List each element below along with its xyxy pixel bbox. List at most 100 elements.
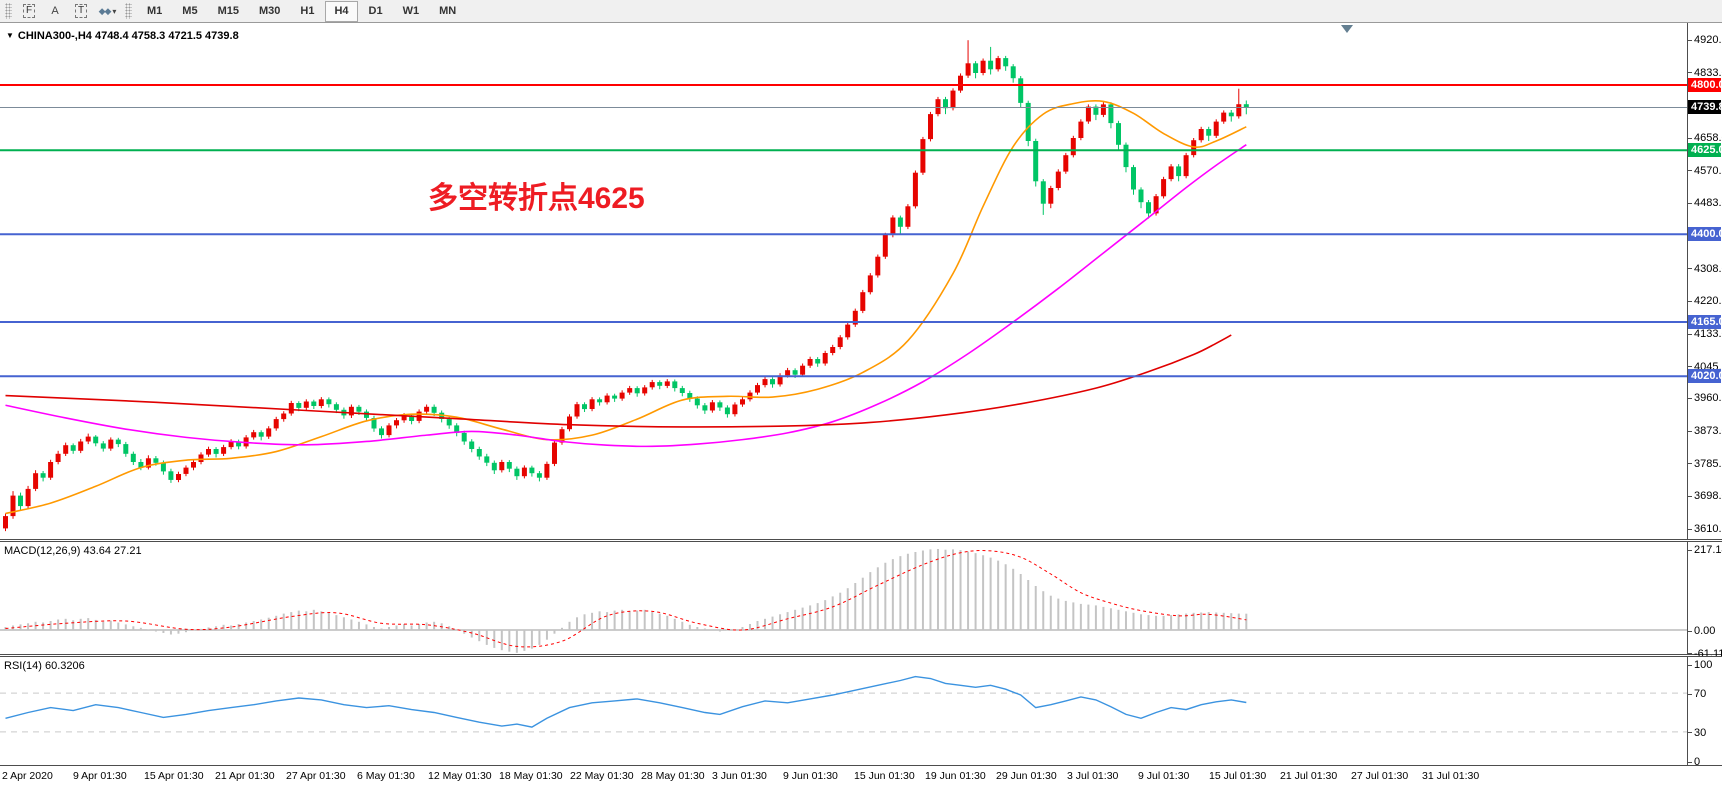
candle [912,172,918,207]
candle [386,425,392,436]
price-tick: 4220.5 [1691,295,1722,307]
rsi-plot[interactable]: RSI(14) 60.3206 [0,657,1688,765]
arrow-objects-icon[interactable]: ◆◆ ▾ [98,5,117,16]
macd-plot[interactable]: MACD(12,26,9) 43.64 27.21 [0,542,1688,654]
candle [476,449,482,457]
timeframe-button-m1[interactable]: M1 [147,5,163,17]
candle [401,415,407,421]
date-label: 31 Jul 01:30 [1422,770,1480,782]
candle [943,99,948,109]
candle [928,114,933,140]
candle [980,60,986,73]
candle [1003,58,1009,67]
candle [123,444,129,454]
price-badge-4625.0: 4625.0 [1688,143,1722,158]
candle [394,420,399,426]
candle [1040,181,1046,204]
candle [867,275,873,293]
candle [424,406,430,412]
ma-slow [5,334,1232,428]
candle [1070,138,1076,156]
timeframe-button-m5[interactable]: M5 [182,5,198,17]
date-label: 12 May 01:30 [428,770,492,782]
candle [431,406,437,413]
candle [552,442,557,464]
timeframe-button-m15[interactable]: M15 [217,5,239,17]
candle [281,413,287,420]
text-tool-icon[interactable]: T [69,1,93,22]
candle [491,462,497,471]
candle [897,217,903,227]
candle [604,395,610,403]
candle [446,419,452,426]
candle [356,406,362,412]
timeframe-button-d1[interactable]: D1 [368,5,383,17]
date-label: 22 May 01:30 [570,770,634,782]
candle [333,404,339,410]
date-label: 21 Apr 01:30 [215,770,275,782]
timeframe-button-w1[interactable]: W1 [402,5,420,17]
candle [988,60,994,70]
chevron-down-icon: ▾ [112,6,116,16]
macd-axis[interactable]: 217.140.00-61.11 [1688,542,1722,660]
rsi-axis[interactable]: 100 70 30 0 [1688,657,1721,768]
price-tick: 4483.0 [1691,197,1722,209]
symbol-dropdown-icon[interactable]: ▼ [6,31,14,40]
candle [800,365,806,375]
candle [213,449,219,454]
time-axis[interactable]: 2 Apr 2020 9 Apr 01:30 15 Apr 01:30 21 Apr … [0,766,1722,788]
candle [198,454,204,462]
date-label: 3 Jul 01:30 [1067,770,1119,782]
candle [1198,129,1204,141]
price-tick: 3873.0 [1691,425,1722,437]
candle [529,467,535,474]
main-chart-panel: ▼ CHINA300-,H4 4748.4 4758.3 4721.5 4739.… [0,23,1722,540]
candle [93,436,99,444]
candle [950,90,956,109]
candle [1123,144,1129,168]
candle [10,495,16,517]
timeframe-button-h1[interactable]: H1 [300,5,315,17]
candle [1116,123,1121,145]
date-label: 9 Jun 01:30 [783,770,838,782]
timeframe-button-mn[interactable]: MN [439,5,457,17]
candle [1138,189,1144,203]
macd-tick: 0.00 [1691,625,1715,637]
candle [1221,112,1227,122]
candle [206,449,211,455]
date-label: 18 May 01:30 [499,770,563,782]
price-tick: 4833.0 [1691,67,1722,79]
candle [236,441,242,447]
price-chart-plot[interactable]: ▼ CHINA300-,H4 4748.4 4758.3 4721.5 4739.… [0,23,1688,539]
candle [191,462,196,468]
candle [296,403,302,408]
candle [822,353,828,364]
fibonacci-icon[interactable]: F [17,1,41,22]
candle [138,462,144,468]
candle [536,473,542,478]
price-badge-4165.0: 4165.0 [1688,315,1722,330]
candle [709,402,715,411]
candle [1093,106,1099,115]
price-tick: 3960.5 [1691,392,1722,404]
timeframe-button-m30[interactable]: M30 [258,5,281,17]
candle [1243,104,1249,108]
candle [1153,196,1159,214]
candle [251,432,257,438]
toolbar-separator [125,3,132,19]
candle [1048,188,1054,204]
price-axis[interactable]: 4920.5 4833.0 4658.0 4570.5 4483.0 4308.0 4220… [1688,23,1722,539]
candle [153,458,159,463]
toolbar-grip[interactable] [5,3,12,19]
candle [807,359,813,366]
candle [176,474,181,480]
candle [1131,167,1136,190]
chart-shift-marker-icon[interactable] [1341,25,1353,33]
candle [890,217,896,235]
timeframe-button-h4[interactable]: H4 [325,0,358,22]
macd-label: MACD(12,26,9) 43.64 27.21 [4,545,142,557]
candle [567,416,572,430]
label-tool-icon[interactable]: A [51,5,59,17]
candle [469,441,475,449]
candle [619,392,625,399]
